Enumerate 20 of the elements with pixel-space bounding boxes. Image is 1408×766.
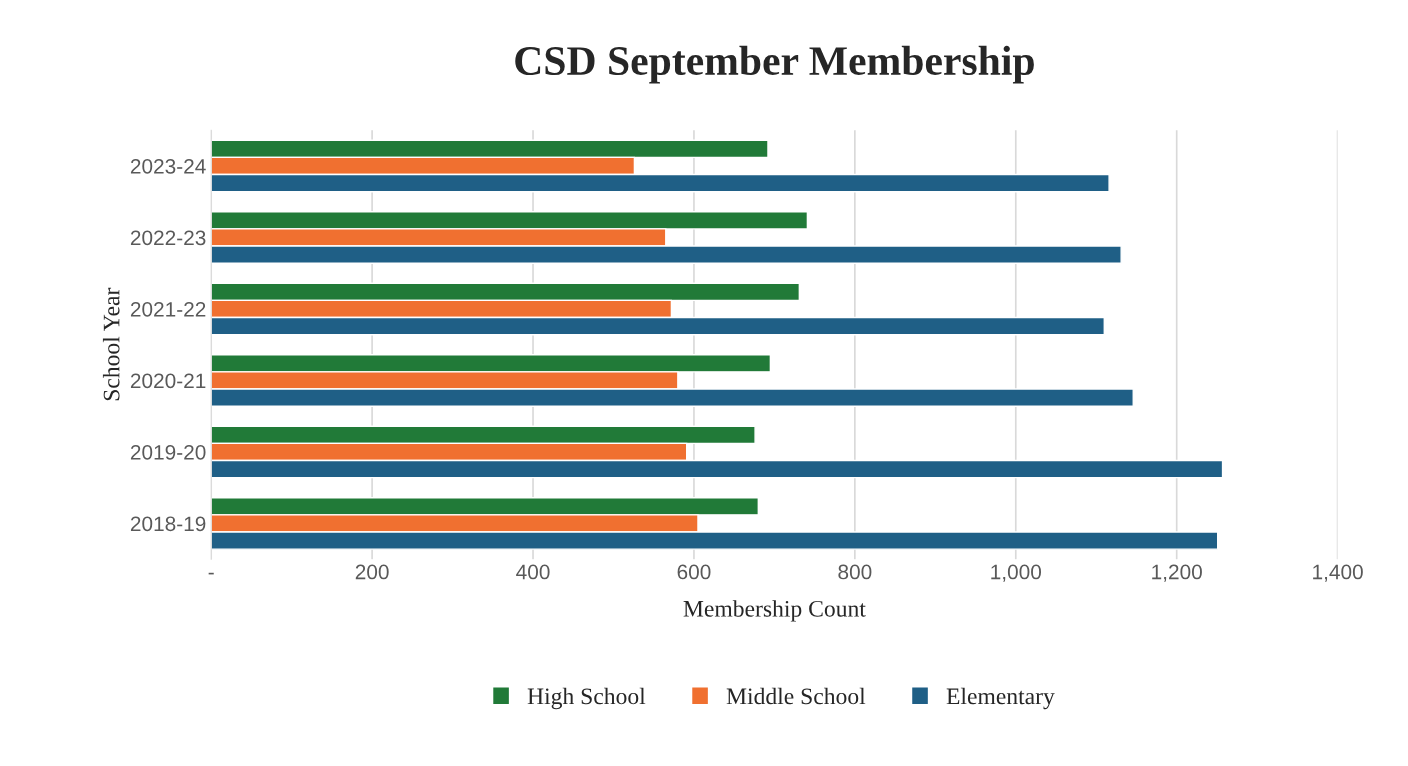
chart-title: CSD September Membership	[515, 45, 1034, 84]
y-axis-title: School Year	[102, 287, 120, 401]
x-tick-label: -	[208, 572, 214, 575]
x-tick-label: 1,000	[991, 564, 1042, 582]
y-tick-label: 2018-19	[130, 516, 206, 532]
y-tick-label: 2022-23	[130, 230, 206, 246]
x-tick-label: 200	[355, 564, 389, 580]
x-tick-label: 800	[838, 564, 872, 580]
x-tick-label: 1,400	[1313, 564, 1363, 582]
y-tick-label: 2023-24	[130, 158, 206, 174]
legend-label: High School	[527, 687, 646, 710]
x-tick-label: 400	[516, 564, 550, 580]
y-tick-label: 2020-21	[130, 373, 206, 389]
legend-label: Elementary	[946, 687, 1055, 710]
y-tick-label: 2019-20	[130, 444, 206, 460]
x-axis-title: Membership Count	[683, 600, 866, 622]
y-tick-label: 2021-22	[130, 301, 206, 317]
x-tick-label: 600	[677, 564, 711, 580]
legend-label: Middle School	[726, 687, 866, 705]
x-tick-label: 1,200	[1152, 564, 1202, 582]
